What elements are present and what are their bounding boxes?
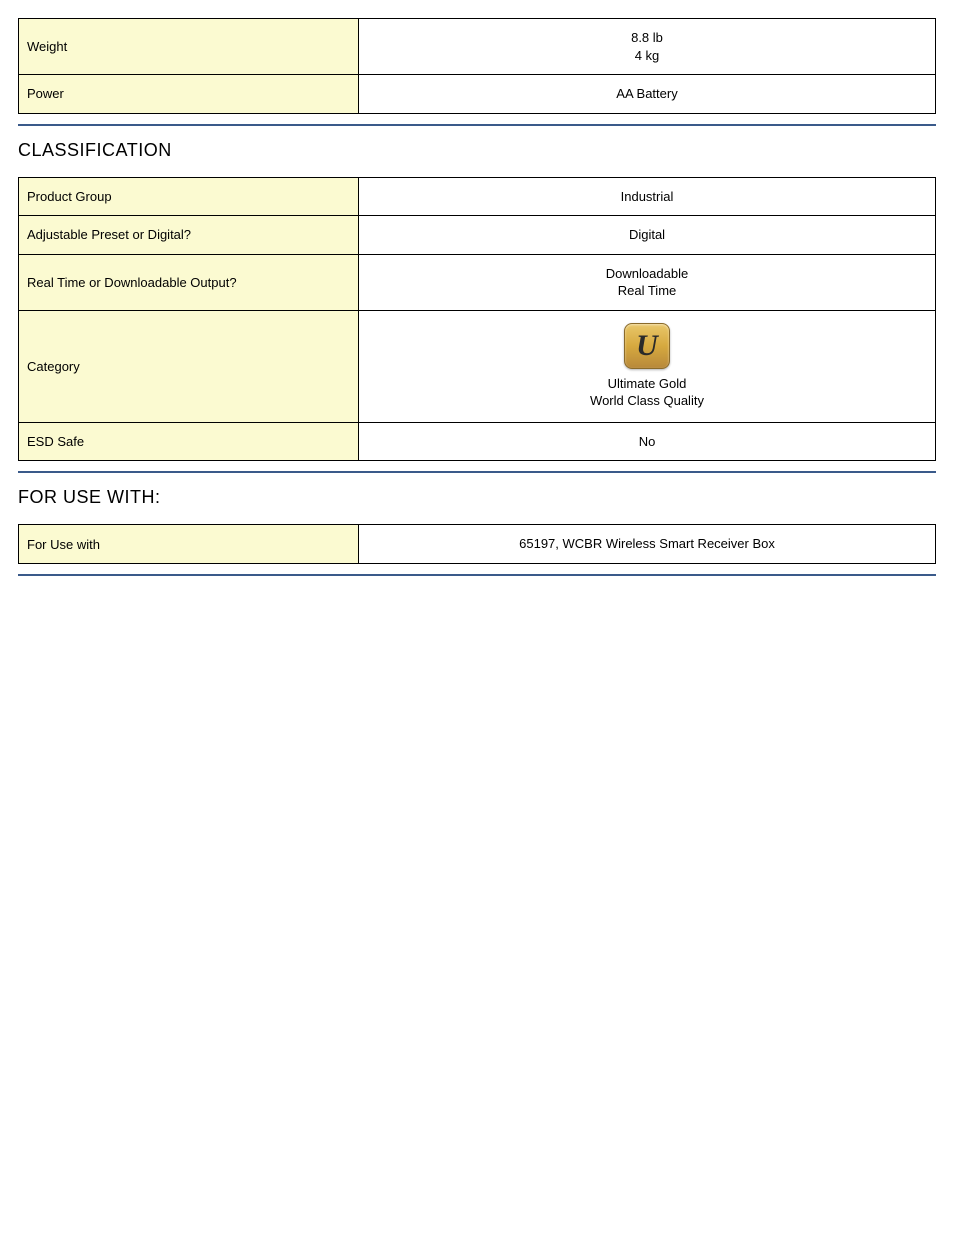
spec-label: Real Time or Downloadable Output?	[19, 254, 359, 310]
section-title-for-use-with: FOR USE WITH:	[18, 487, 936, 508]
spec-value: Industrial	[359, 177, 936, 216]
table-row: Power AA Battery	[19, 75, 936, 114]
spec-table-classification: Product Group Industrial Adjustable Pres…	[18, 177, 936, 462]
spec-label: For Use with	[19, 525, 359, 564]
spec-value-line: 8.8 lb	[367, 29, 927, 47]
spec-label: Power	[19, 75, 359, 114]
spec-label: Product Group	[19, 177, 359, 216]
spec-value-category: U Ultimate Gold World Class Quality	[359, 310, 936, 422]
spec-label: ESD Safe	[19, 422, 359, 461]
spec-value: AA Battery	[359, 75, 936, 114]
table-row: Weight 8.8 lb 4 kg	[19, 19, 936, 75]
spec-label: Category	[19, 310, 359, 422]
section-divider	[18, 471, 936, 473]
spec-value: 8.8 lb 4 kg	[359, 19, 936, 75]
spec-label: Weight	[19, 19, 359, 75]
table-row: ESD Safe No	[19, 422, 936, 461]
spec-value-line: 4 kg	[367, 47, 927, 65]
spec-table-for-use-with: For Use with 65197, WCBR Wireless Smart …	[18, 524, 936, 564]
spec-value: Digital	[359, 216, 936, 255]
spec-value-line: World Class Quality	[367, 392, 927, 410]
ultimate-gold-badge-icon: U	[624, 323, 670, 369]
table-row: Product Group Industrial	[19, 177, 936, 216]
spec-value-line: Real Time	[367, 282, 927, 300]
table-row: For Use with 65197, WCBR Wireless Smart …	[19, 525, 936, 564]
spec-value-line: Ultimate Gold	[367, 375, 927, 393]
table-row: Adjustable Preset or Digital? Digital	[19, 216, 936, 255]
spec-value: No	[359, 422, 936, 461]
spec-table-general: Weight 8.8 lb 4 kg Power AA Battery	[18, 18, 936, 114]
table-row: Category U Ultimate Gold World Class Qua…	[19, 310, 936, 422]
section-title-classification: CLASSIFICATION	[18, 140, 936, 161]
spec-label: Adjustable Preset or Digital?	[19, 216, 359, 255]
section-divider	[18, 574, 936, 576]
table-row: Real Time or Downloadable Output? Downlo…	[19, 254, 936, 310]
section-divider	[18, 124, 936, 126]
spec-value-line: Downloadable	[367, 265, 927, 283]
spec-value: 65197, WCBR Wireless Smart Receiver Box	[359, 525, 936, 564]
spec-value: Downloadable Real Time	[359, 254, 936, 310]
